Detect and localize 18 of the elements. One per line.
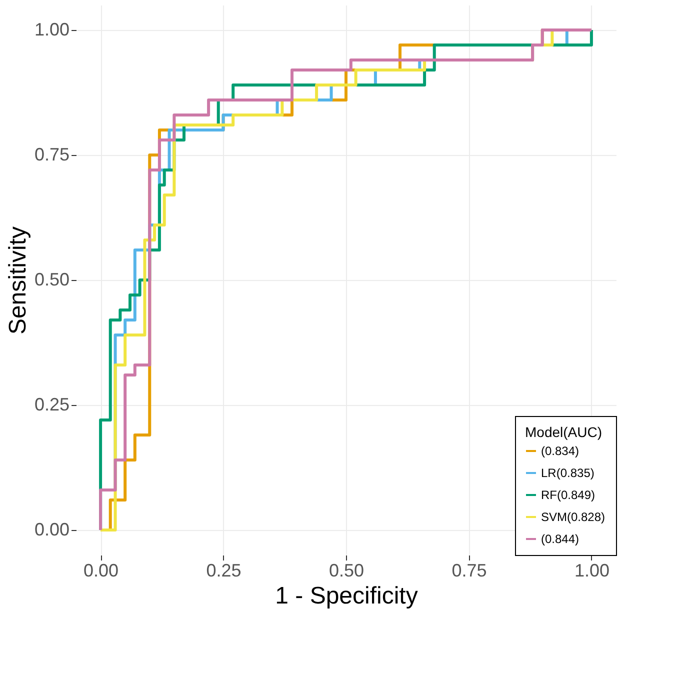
x-tick-label: 0.75 [452, 560, 487, 580]
legend-label: (0.844) [541, 532, 580, 546]
x-tick-label: 0.00 [84, 560, 119, 580]
y-tick-label: 0.00 [34, 520, 70, 540]
legend-label: (0.834) [541, 444, 580, 458]
y-tick-label: 1.00 [34, 20, 70, 40]
legend-label: LR(0.835) [541, 466, 594, 480]
y-tick-label: 0.25 [34, 394, 70, 414]
legend-label: SVM(0.828) [541, 510, 606, 524]
y-tick-label: 0.50 [34, 270, 70, 290]
x-axis-title: 1 - Specificity [275, 582, 418, 610]
x-tick-label: 0.25 [206, 560, 242, 580]
x-tick-label: 1.00 [574, 560, 610, 580]
x-tick-label: 0.50 [328, 560, 364, 580]
legend-label: RF(0.849) [541, 488, 596, 502]
legend-title: Model(AUC) [525, 424, 602, 440]
y-tick-label: 0.75 [34, 144, 70, 164]
y-axis-title: Sensitivity [4, 226, 32, 335]
